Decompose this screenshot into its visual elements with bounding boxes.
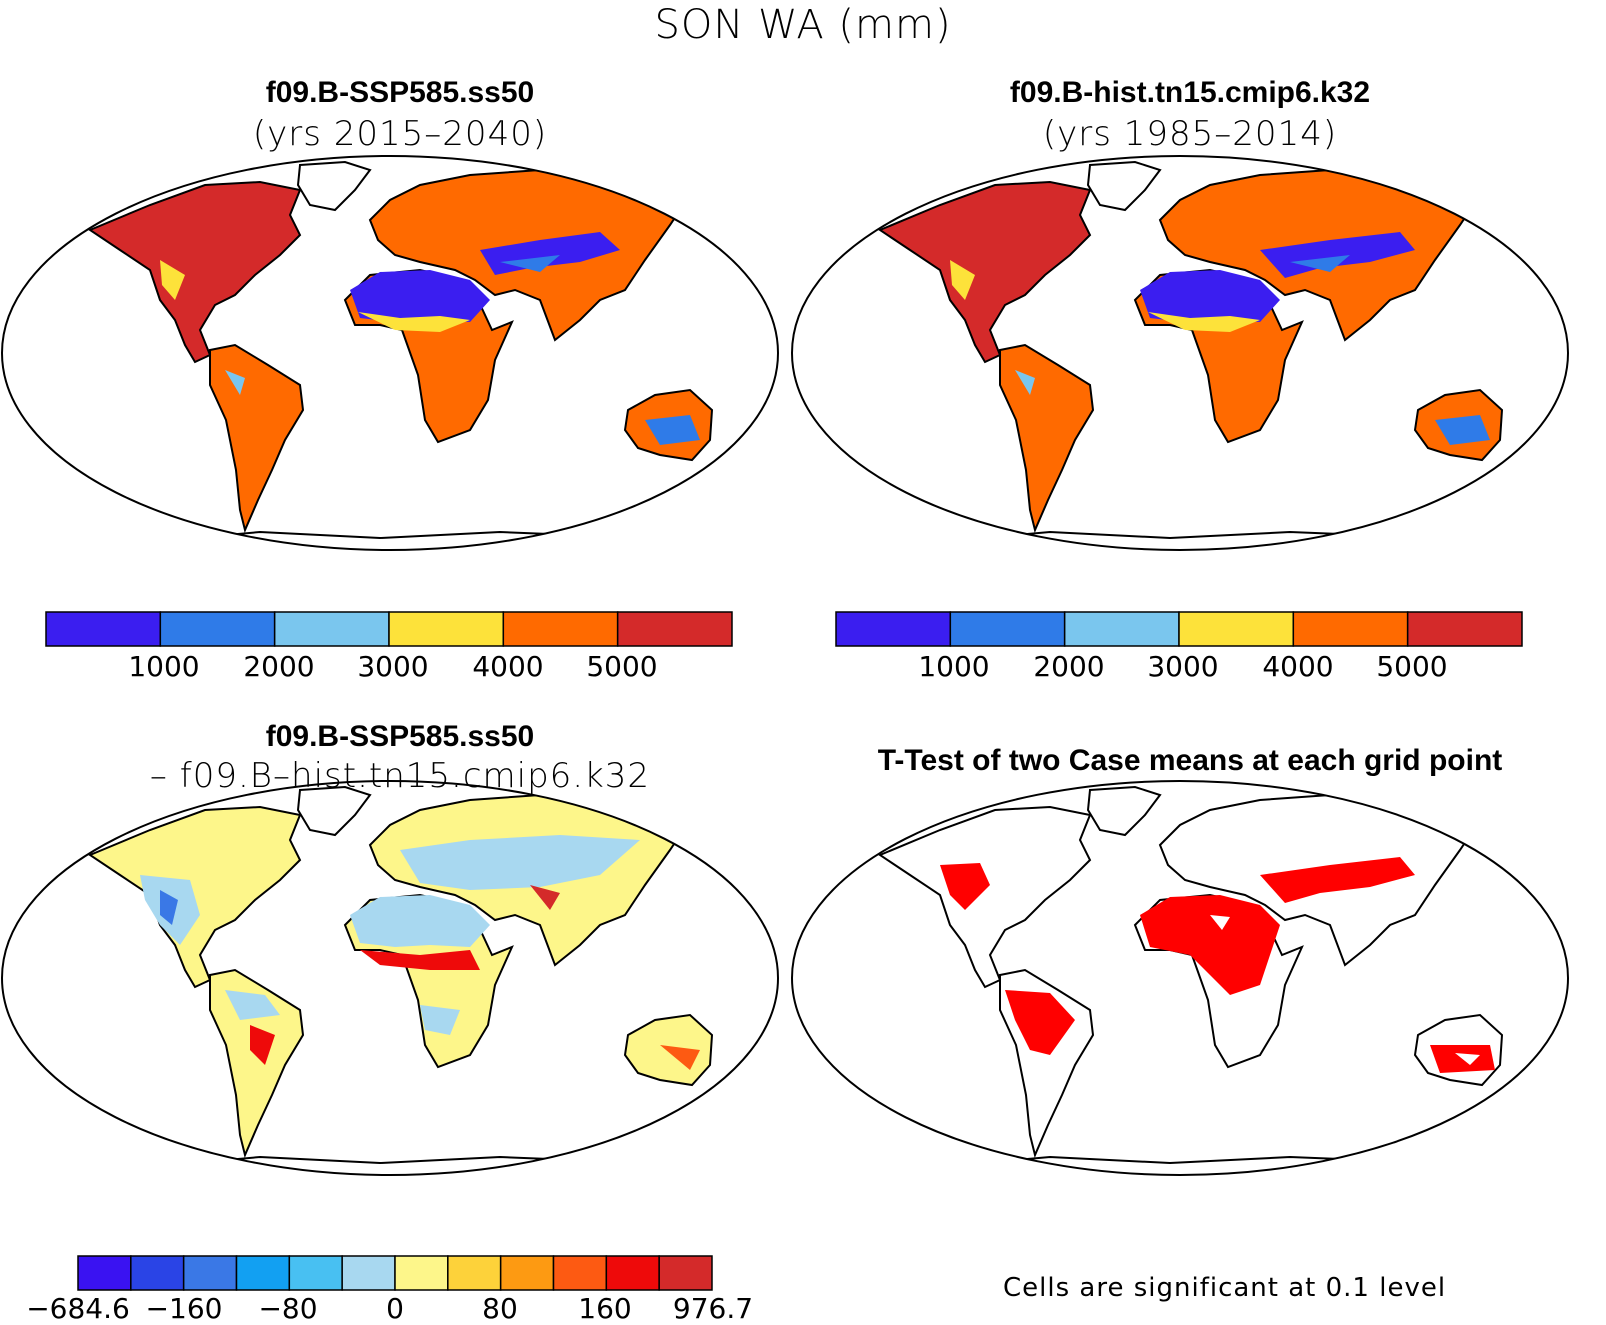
colorbar-swatch — [552, 1255, 608, 1291]
panel-title-ssp585: f09.B-SSP585.ss50 — [265, 76, 535, 109]
panel-subtitle-diff: – f09.B–hist.tn15.cmip6.k32 — [149, 756, 651, 796]
colorbar-swatches — [45, 611, 733, 647]
colorbar-swatch — [45, 611, 162, 647]
map-hist — [791, 155, 1569, 551]
colorbar-swatch — [273, 611, 390, 647]
colorbar-tick-label: 4000 — [1262, 650, 1334, 683]
colorbar-swatch — [949, 611, 1066, 647]
figure-title: SON WA (mm) — [654, 2, 952, 48]
colorbar-swatch — [235, 1255, 291, 1291]
colorbar-hist — [835, 611, 1523, 647]
colorbar-tick-label: −160 — [145, 1292, 223, 1325]
colorbar-diff — [77, 1255, 713, 1291]
panel-subtitle-ssp585: (yrs 2015–2040) — [252, 114, 548, 154]
significance-note: Cells are significant at 0.1 level — [1003, 1273, 1447, 1303]
panel-title-hist: f09.B-hist.tn15.cmip6.k32 — [1009, 76, 1371, 109]
colorbar-tick-label: −684.6 — [26, 1292, 130, 1325]
panel-title-ttest: T-Test of two Case means at each grid po… — [877, 744, 1503, 777]
panel-subtitle-hist: (yrs 1985–2014) — [1042, 114, 1338, 154]
colorbar-swatch — [1178, 611, 1295, 647]
colorbar-tick-label: 160 — [578, 1292, 632, 1325]
colorbar-swatch — [616, 611, 733, 647]
colorbar-tick-label: 976.7 — [672, 1292, 754, 1325]
colorbar-ssp585 — [45, 611, 733, 647]
colorbar-swatch — [288, 1255, 343, 1291]
map-ssp585 — [1, 155, 779, 551]
colorbar-tick-label: 2000 — [243, 650, 315, 683]
colorbar-swatch — [341, 1255, 396, 1291]
colorbar-swatches — [77, 1255, 713, 1291]
panel-title-diff: f09.B-SSP585.ss50 — [265, 720, 535, 753]
colorbar-tick-label: 0 — [386, 1292, 404, 1325]
colorbar-tick-label: 3000 — [357, 650, 429, 683]
colorbar-tick-label: 1000 — [128, 650, 200, 683]
colorbar-tick-label: 5000 — [1376, 650, 1448, 683]
colorbar-swatch — [605, 1255, 660, 1291]
land-na — [89, 181, 301, 363]
colorbar-swatch — [658, 1255, 713, 1291]
map-diff — [1, 780, 779, 1176]
significant-cells-africa — [1140, 895, 1280, 995]
colorbar-swatch — [182, 1255, 238, 1291]
colorbar-swatch — [499, 1255, 555, 1291]
colorbar-tick-label: 1000 — [918, 650, 990, 683]
colorbar-swatch — [159, 611, 276, 647]
colorbar-tick-label: 5000 — [586, 650, 658, 683]
sahara-dry-zone — [350, 270, 490, 322]
colorbar-swatch — [502, 611, 619, 647]
colorbar-tick-label: 3000 — [1147, 650, 1219, 683]
colorbar-swatch — [130, 1255, 185, 1291]
colorbar-swatch — [1292, 611, 1409, 647]
colorbar-swatch — [394, 1255, 449, 1291]
colorbar-swatch — [1063, 611, 1180, 647]
colorbar-tick-label: 80 — [482, 1292, 518, 1325]
colorbar-swatch — [77, 1255, 132, 1291]
colorbar-swatch — [447, 1255, 502, 1291]
colorbar-swatch — [1406, 611, 1523, 647]
colorbar-tick-label: 2000 — [1033, 650, 1105, 683]
map-ttest — [791, 780, 1569, 1176]
colorbar-swatch — [835, 611, 952, 647]
colorbar-swatch — [388, 611, 505, 647]
colorbar-swatches — [835, 611, 1523, 647]
land-sa — [209, 344, 304, 531]
colorbar-tick-label: −80 — [258, 1292, 318, 1325]
colorbar-tick-label: 4000 — [472, 650, 544, 683]
